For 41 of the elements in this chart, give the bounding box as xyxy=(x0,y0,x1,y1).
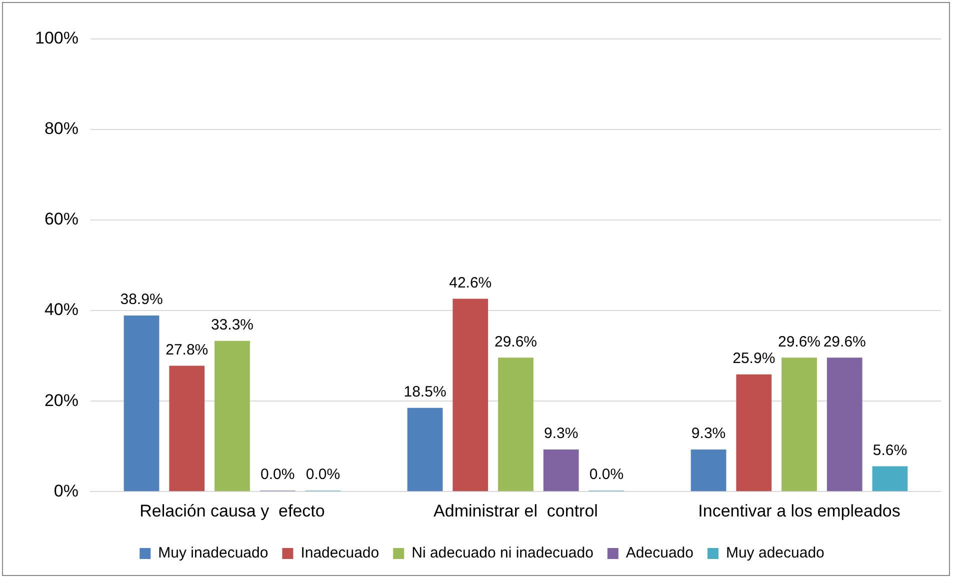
data-label: 42.6% xyxy=(449,274,492,292)
data-label: 9.3% xyxy=(691,425,726,442)
data-label: 29.6% xyxy=(778,333,821,350)
x-tick-label: Incentivar a los empleados xyxy=(698,501,900,520)
legend-label: Muy adecuado xyxy=(726,544,824,562)
data-label: 27.8% xyxy=(166,341,208,358)
bar xyxy=(782,358,817,492)
data-label: 38.9% xyxy=(120,291,163,308)
legend-label: Muy inadecuado xyxy=(158,544,268,562)
legend-label: Ni adecuado ni inadecuado xyxy=(412,544,594,562)
x-tick-label: Relación causa y efecto xyxy=(140,501,325,520)
y-tick-label: 0% xyxy=(54,481,78,500)
y-tick-label: 60% xyxy=(44,210,78,229)
y-tick-label: 100% xyxy=(34,28,78,48)
data-label: 29.6% xyxy=(494,333,538,350)
bar xyxy=(407,408,443,492)
data-label: 5.6% xyxy=(872,442,908,459)
bar xyxy=(543,450,579,492)
bar xyxy=(826,358,862,492)
data-label: 0.0% xyxy=(260,466,295,484)
bar xyxy=(690,450,726,492)
data-label: 18.5% xyxy=(404,384,446,401)
y-tick-label: 40% xyxy=(44,300,78,320)
legend-label: Adecuado xyxy=(626,544,694,562)
bar xyxy=(124,316,160,492)
bar xyxy=(736,374,772,492)
y-tick-label: 20% xyxy=(44,390,78,410)
bar xyxy=(872,466,908,492)
data-label: 9.3% xyxy=(544,425,578,442)
y-tick-label: 80% xyxy=(44,119,78,138)
data-label: 25.9% xyxy=(732,350,776,368)
x-tick-label: Administrar el control xyxy=(434,501,598,520)
bar xyxy=(214,340,250,492)
data-label: 0.0% xyxy=(306,466,340,484)
data-label: 0.0% xyxy=(589,466,624,484)
data-label: 29.6% xyxy=(823,333,866,350)
data-label: 33.3% xyxy=(210,316,254,334)
bar xyxy=(452,298,488,492)
bar xyxy=(169,366,205,492)
bar xyxy=(498,358,534,492)
legend-label: Inadecuado xyxy=(300,544,380,562)
